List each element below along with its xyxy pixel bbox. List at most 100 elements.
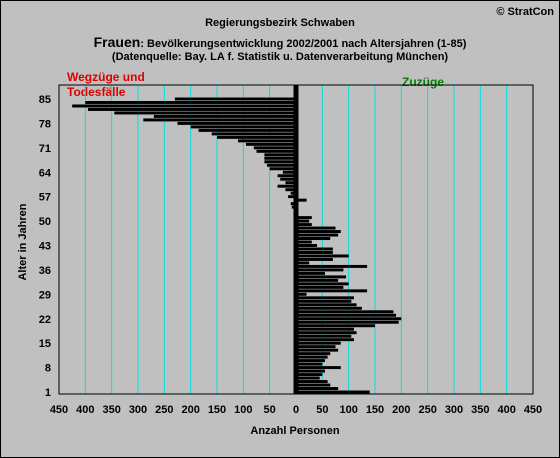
bar-age-36 [296,268,344,272]
bar-age-16 [296,338,354,342]
y-tick-label: 36 [39,265,51,277]
bar-age-42 [296,247,333,251]
bar-age-80 [153,114,296,118]
data-source-text: (Datenquelle: Bay. LA f. Statistik u. Da… [111,51,449,63]
bar-age-22 [296,317,402,321]
bar-age-71 [253,146,296,150]
x-tick-label: 50 [264,404,276,416]
subtitle-text: : Bevölkerungsentwicklung 2002/2001 nach… [140,38,467,50]
bar-age-83 [72,104,297,108]
y-tick-label: 64 [39,167,52,179]
bar-age-58 [290,191,296,195]
bar-age-17 [296,334,352,338]
bar-age-72 [245,142,296,146]
x-tick-label: 150 [208,404,226,416]
bar-age-5 [296,376,320,380]
bar-age-66 [267,163,296,167]
bar-age-61 [285,181,296,185]
left-annotation: Wegzüge und Todesfälle [67,70,145,99]
x-tick-label: 200 [181,404,199,416]
bar-age-39 [296,257,333,261]
bar-age-19 [296,327,354,331]
x-tick-label: 400 [76,404,94,416]
bar-age-33 [296,278,339,282]
bar-age-43 [296,244,318,247]
y-tick-label: 57 [39,192,51,204]
bar-age-57 [288,195,296,199]
bar-age-60 [277,184,296,188]
x-tick-label: 450 [524,404,542,416]
bar-age-26 [296,303,357,307]
x-tick-label: 300 [129,404,147,416]
x-tick-label: 300 [445,404,463,416]
bar-age-76 [198,128,296,132]
y-tick-label: 8 [45,363,51,375]
y-tick-label: 50 [39,216,51,228]
bar-age-75 [211,132,296,136]
bar-age-62 [280,177,296,181]
bar-age-65 [269,167,296,171]
bar-age-18 [296,331,357,335]
y-tick-label: 71 [39,143,51,155]
bar-age-45 [296,237,331,241]
bar-age-51 [296,216,312,220]
bar-age-2 [296,387,339,390]
y-tick-label: 22 [39,314,51,326]
chart-subtitle: Frauen: Bevölkerungsentwicklung 2002/200… [0,34,560,50]
bar-age-79 [143,118,296,122]
x-tick-label: 350 [102,404,120,416]
bar-age-69 [264,153,296,157]
bar-age-64 [282,170,296,174]
bar-age-3 [296,383,331,387]
bar-age-10 [296,359,325,363]
bar-age-32 [296,282,349,286]
bar-age-6 [296,373,323,377]
bar-age-46 [296,233,339,237]
bar-age-47 [296,230,341,234]
bar-age-37 [296,264,368,268]
subtitle-group-label: Frauen [93,34,141,50]
bar-age-82 [87,107,296,111]
bar-age-4 [296,380,328,384]
bar-age-29 [296,292,307,296]
y-tick-label: 85 [39,94,51,106]
y-tick-label: 43 [39,241,51,253]
copyright-text: © StratCon [496,6,554,18]
bar-age-21 [296,320,399,324]
bar-age-35 [296,271,325,275]
y-tick-label: 15 [39,338,51,350]
bar-age-9 [296,362,323,366]
bar-age-40 [296,254,349,258]
bar-age-25 [296,306,362,310]
bar-age-30 [296,289,368,293]
bar-age-11 [296,355,328,359]
bar-age-49 [296,223,312,227]
bar-age-81 [114,111,296,115]
bar-age-41 [296,250,333,254]
y-tick-label: 29 [39,289,51,301]
bar-age-27 [296,299,352,303]
bar-age-12 [296,352,331,356]
x-tick-label: 0 [293,404,299,416]
bar-age-24 [296,310,394,314]
bar-age-8 [296,366,341,370]
x-axis-label: Anzahl Personen [250,425,340,437]
x-tick-label: 450 [50,404,68,416]
bar-age-74 [217,135,296,139]
x-tick-label: 50 [316,404,328,416]
x-tick-label: 200 [392,404,410,416]
x-tick-label: 100 [339,404,357,416]
bar-age-7 [296,369,325,373]
bar-age-63 [277,174,296,178]
bar-age-31 [296,285,344,289]
chart-title: Regierungsbezirk Schwaben [205,17,355,29]
bar-age-55 [290,202,296,206]
bar-age-14 [296,345,336,349]
x-tick-label: 250 [418,404,436,416]
bar-age-68 [264,156,296,160]
bar-age-85 [174,97,296,101]
y-tick-label: 78 [39,118,51,130]
bar-age-70 [256,149,296,153]
bar-age-84 [85,101,296,104]
